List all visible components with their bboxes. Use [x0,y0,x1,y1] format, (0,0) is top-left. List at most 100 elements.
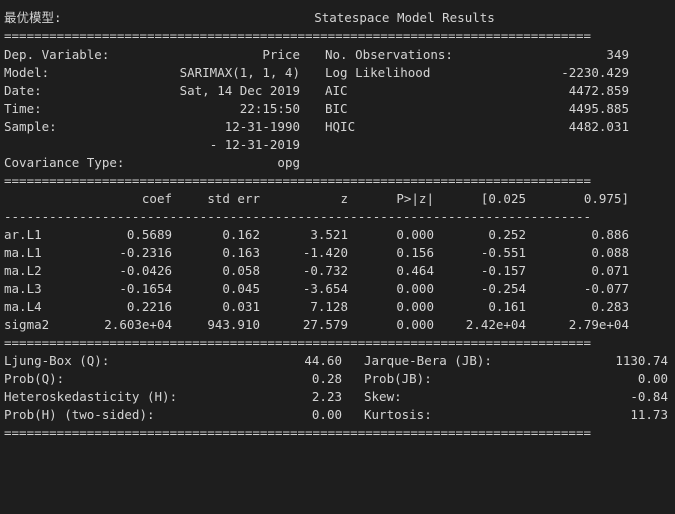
diagnostic-label: Heteroskedasticity (H): [4,389,178,404]
row-label: ma.L1 [4,245,42,260]
diagnostic-label: Ljung-Box (Q): [4,353,110,368]
info-value: 4495.885 [568,101,629,116]
double-rule: ========================================… [4,335,591,350]
column-header: std err [207,191,260,206]
diagnostic-value: 44.60 [304,353,342,368]
table-cell: 0.058 [222,263,260,278]
diagnostic-label: Kurtosis: [364,407,432,422]
table-cell: 0.000 [396,317,434,332]
info-label: HQIC [325,119,356,134]
diagnostic-value: 0.28 [311,371,342,386]
info-value: 4482.031 [568,119,629,134]
table-cell: -0.0426 [119,263,172,278]
table-cell: 0.464 [396,263,434,278]
table-row: ma.L2 -0.0426 0.058 -0.732 0.464 -0.157 … [4,262,629,280]
table-cell: 0.000 [396,227,434,242]
info-value: Sat, 14 Dec 2019 [179,83,300,98]
table-cell: 0.071 [591,263,629,278]
info-label: Model: [4,65,50,80]
diagnostic-value: 2.23 [311,389,342,404]
table-cell: 0.045 [222,281,260,296]
double-rule: ========================================… [4,173,591,188]
table-cell: 2.79e+04 [568,317,629,332]
table-cell: 2.42e+04 [465,317,526,332]
info-row: - 12-31-2019 [4,136,300,154]
diagnostic-value: 11.73 [630,407,668,422]
diagnostic-value: 0.00 [637,371,668,386]
table-cell: -3.654 [302,281,348,296]
single-rule: ----------------------------------------… [4,209,591,224]
info-label: BIC [325,101,348,116]
diagnostic-value: 1130.74 [615,353,668,368]
info-label: Sample: [4,119,57,134]
row-label: ma.L3 [4,281,42,296]
row-label: ar.L1 [4,227,42,242]
table-cell: 0.5689 [126,227,172,242]
table-cell: -1.420 [302,245,348,260]
info-value: Price [262,47,300,62]
table-row: ar.L1 0.5689 0.162 3.521 0.000 0.252 0.8… [4,226,629,244]
info-row: Dep. Variable: Price No. Observations: 3… [4,46,629,64]
info-value: 22:15:50 [239,101,300,116]
table-cell: 0.161 [488,299,526,314]
table-cell: -0.2316 [119,245,172,260]
table-cell: -0.732 [302,263,348,278]
table-cell: 0.252 [488,227,526,242]
diagnostic-label: Skew: [364,389,402,404]
diagnostic-value: 0.00 [311,407,342,422]
info-label: AIC [325,83,348,98]
diagnostic-label: Prob(Q): [4,371,65,386]
table-cell: 27.579 [302,317,348,332]
table-cell: 0.088 [591,245,629,260]
diagnostic-value: -0.84 [630,389,668,404]
info-value: 349 [606,47,629,62]
table-row: ma.L3 -0.1654 0.045 -3.654 0.000 -0.254 … [4,280,629,298]
table-cell: 0.283 [591,299,629,314]
console-output: 最优模型: Statespace Model Results =========… [4,10,668,440]
column-header: P>|z| [396,191,434,206]
table-cell: 0.886 [591,227,629,242]
table-cell: -0.1654 [119,281,172,296]
column-header: coef [141,191,172,206]
table-cell: 0.000 [396,299,434,314]
table-cell: 7.128 [310,299,348,314]
diagnostic-row: Ljung-Box (Q): 44.60 Jarque-Bera (JB): 1… [4,352,668,370]
row-label: ma.L4 [4,299,42,314]
diagnostic-row: Heteroskedasticity (H): 2.23 Skew: -0.84 [4,388,668,406]
info-row: Covariance Type: opg [4,154,300,172]
table-cell: -0.254 [480,281,526,296]
column-header: [0.025 [480,191,526,206]
info-label: No. Observations: [325,47,453,62]
table-cell: 0.000 [396,281,434,296]
table-cell: 3.521 [310,227,348,242]
table-cell: -0.551 [480,245,526,260]
table-row: ma.L4 0.2216 0.031 7.128 0.000 0.161 0.2… [4,298,629,316]
diagnostic-label: Prob(H) (two-sided): [4,407,155,422]
table-cell: 0.163 [222,245,260,260]
table-cell: 0.162 [222,227,260,242]
table-cell: 943.910 [207,317,260,332]
info-value: 12-31-1990 [224,119,300,134]
info-row: Time: 22:15:50 BIC 4495.885 [4,100,629,118]
column-header: 0.975] [583,191,629,206]
info-row: Sample: 12-31-1990 HQIC 4482.031 [4,118,629,136]
row-label: ma.L2 [4,263,42,278]
table-cell: 0.031 [222,299,260,314]
diagnostic-row: Prob(H) (two-sided): 0.00 Kurtosis: 11.7… [4,406,668,424]
diagnostic-label: Prob(JB): [364,371,432,386]
summary-title: Statespace Model Results [314,10,495,25]
info-label: Covariance Type: [4,155,125,170]
table-cell: 0.2216 [126,299,172,314]
info-value: 4472.859 [568,83,629,98]
table-row: ma.L1 -0.2316 0.163 -1.420 0.156 -0.551 … [4,244,629,262]
table-cell: 0.156 [396,245,434,260]
diagnostic-row: Prob(Q): 0.28 Prob(JB): 0.00 [4,370,668,388]
table-row: sigma2 2.603e+04 943.910 27.579 0.000 2.… [4,316,629,334]
info-value: - 12-31-2019 [209,137,300,152]
info-label: Date: [4,83,42,98]
info-row: Date: Sat, 14 Dec 2019 AIC 4472.859 [4,82,629,100]
double-rule: ========================================… [4,425,591,440]
info-label: Log Likelihood [325,65,431,80]
table-cell: -0.157 [480,263,526,278]
info-row: Model: SARIMAX(1, 1, 4) Log Likelihood -… [4,64,629,82]
